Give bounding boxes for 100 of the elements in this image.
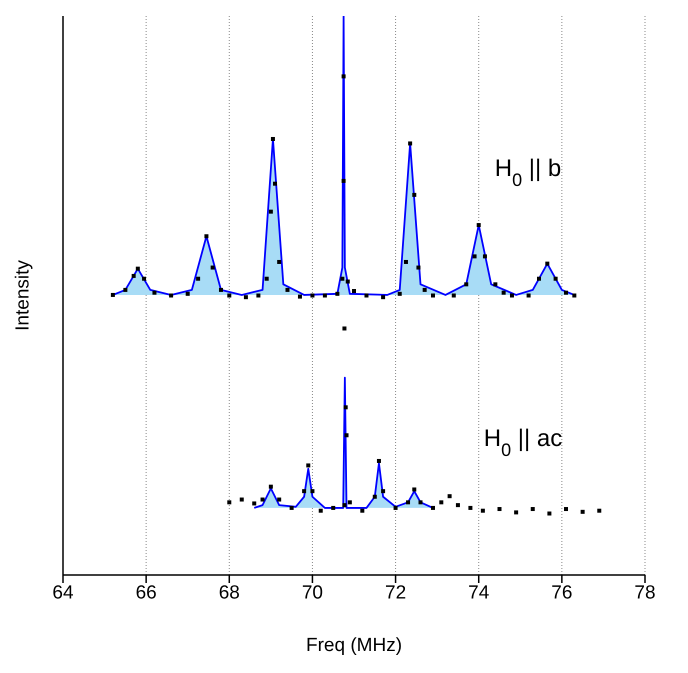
point (169, 294, 174, 298)
point (310, 489, 314, 494)
point (456, 503, 460, 508)
point (448, 494, 452, 498)
point (526, 294, 531, 298)
point (306, 463, 310, 468)
point (530, 507, 535, 512)
point (196, 276, 200, 281)
point (554, 276, 558, 281)
point (136, 266, 140, 271)
point (290, 506, 294, 510)
x-tick-label: 78 (634, 582, 656, 604)
point (256, 294, 260, 298)
point (335, 292, 340, 296)
annotation: H$_{0}$ || ac (484, 425, 562, 460)
point (210, 266, 215, 270)
point (132, 274, 136, 278)
point (123, 288, 128, 292)
point (318, 508, 323, 513)
point (430, 294, 435, 298)
point (564, 507, 568, 512)
point (227, 500, 232, 504)
point (572, 294, 576, 298)
x-tick-label: 70 (302, 582, 323, 604)
point (468, 506, 472, 510)
point (110, 292, 115, 297)
point (452, 294, 456, 298)
point (285, 288, 290, 292)
point (406, 500, 410, 504)
point (152, 290, 156, 295)
point (270, 136, 275, 141)
point (580, 510, 585, 514)
point (514, 510, 518, 514)
point (344, 433, 349, 438)
point (260, 498, 265, 502)
point (348, 500, 352, 504)
point (252, 501, 256, 506)
point (352, 289, 356, 294)
point (430, 506, 435, 510)
point (264, 276, 269, 281)
point (218, 288, 223, 292)
point (204, 234, 208, 238)
point (310, 294, 314, 298)
point (302, 489, 306, 494)
point (476, 223, 481, 228)
point (331, 506, 336, 510)
point (498, 507, 502, 512)
point (381, 489, 386, 494)
point (268, 484, 273, 489)
point (464, 282, 468, 286)
point (439, 500, 444, 504)
x-tick-label: 68 (218, 582, 240, 604)
point (472, 254, 477, 258)
point (398, 292, 402, 296)
point (416, 266, 420, 270)
point (493, 282, 498, 286)
point (360, 508, 364, 513)
point (277, 498, 282, 502)
annotation: H$_{0}$ || b (494, 155, 562, 190)
point (342, 178, 346, 183)
point (273, 182, 278, 186)
point (342, 326, 346, 330)
point (482, 254, 487, 258)
point (547, 512, 552, 516)
x-tick-label: 72 (385, 582, 406, 604)
point (342, 74, 346, 78)
point (394, 506, 398, 510)
point (536, 276, 541, 281)
point (340, 276, 344, 281)
x-axis-title: Freq (MHz) (306, 635, 402, 656)
point (404, 260, 408, 264)
point (545, 262, 550, 266)
point (277, 260, 282, 264)
point (268, 210, 273, 214)
point (298, 294, 302, 299)
point (227, 294, 232, 298)
point (344, 405, 348, 410)
point (376, 458, 381, 463)
point (346, 280, 350, 284)
point (322, 294, 327, 298)
point (564, 290, 568, 295)
point (364, 294, 368, 298)
x-tick-label: 64 (52, 582, 74, 604)
x-tick-label: 74 (468, 582, 490, 604)
x-tick-label: 76 (551, 582, 572, 604)
point (480, 508, 485, 513)
point (510, 294, 514, 298)
point (372, 494, 377, 499)
y-axis-title: Intensity (12, 260, 34, 331)
point (186, 292, 190, 296)
point (418, 500, 423, 504)
x-tick-label: 66 (136, 582, 157, 604)
point (422, 288, 427, 292)
point (408, 141, 412, 146)
point (244, 295, 248, 300)
point (412, 487, 416, 492)
point (342, 503, 346, 508)
point (412, 192, 416, 197)
point (142, 276, 146, 281)
point (597, 508, 602, 513)
